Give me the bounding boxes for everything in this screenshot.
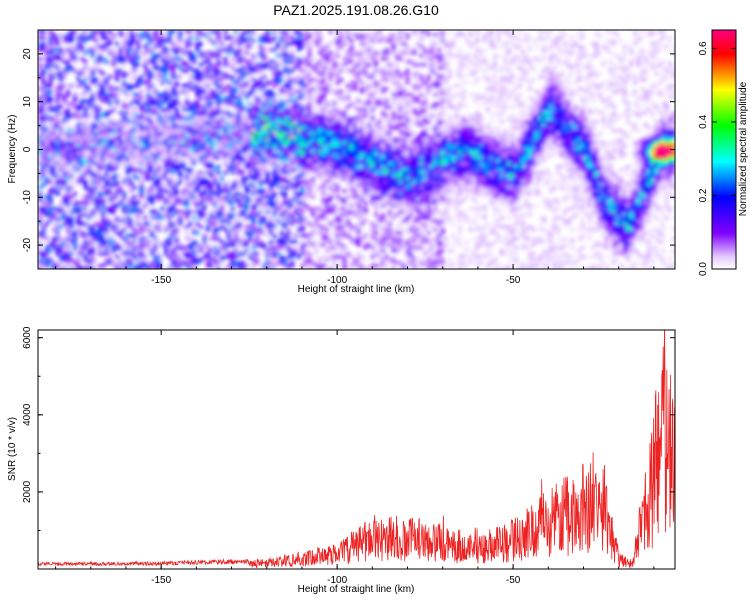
colorbar-label: Normalized spectral amplitude bbox=[738, 81, 749, 216]
colorbar-tick-label: 0.4 bbox=[698, 115, 709, 129]
x-tick-label: -50 bbox=[506, 275, 521, 286]
colorbar-tick-label: 0.2 bbox=[698, 188, 709, 202]
chart-title: PAZ1.2025.191.08.26.G10 bbox=[273, 2, 439, 18]
x-tick-label: -150 bbox=[151, 275, 171, 286]
snr-ticks: -150 -100 -50 2000 4000 6000 bbox=[22, 326, 675, 586]
y-tick-label: 2000 bbox=[22, 480, 33, 503]
snr-panel: -150 -100 -50 2000 4000 6000 Height of straig… bbox=[7, 326, 676, 595]
colorbar: 0.0 0.2 0.4 0.6 Normalized spectral amplitu… bbox=[698, 29, 749, 276]
x-tick-label: -100 bbox=[327, 575, 347, 586]
colorbar-ticks: 0.0 0.2 0.4 0.6 bbox=[698, 41, 736, 276]
y-tick-label: 10 bbox=[22, 96, 33, 108]
spectrogram-y-axis-label: Frequency (Hz) bbox=[7, 115, 18, 184]
snr-x-axis-label: Height of straight line (km) bbox=[298, 584, 415, 595]
colorbar-tick-label: 0.6 bbox=[698, 41, 709, 55]
x-tick-label: -50 bbox=[506, 575, 521, 586]
spectrogram-x-axis-label: Height of straight line (km) bbox=[298, 284, 415, 295]
spectrogram-heatmap bbox=[38, 30, 675, 269]
snr-series-line bbox=[38, 330, 675, 569]
y-tick-label: -10 bbox=[22, 190, 33, 205]
spectrogram-cells bbox=[38, 30, 675, 269]
snr-frame bbox=[37, 329, 676, 570]
y-tick-label: 20 bbox=[22, 48, 33, 60]
y-tick-label: -20 bbox=[22, 237, 33, 252]
x-tick-label: -150 bbox=[151, 575, 171, 586]
colorbar-tick-label: 0.0 bbox=[698, 262, 709, 276]
x-tick-label: -100 bbox=[327, 275, 347, 286]
y-tick-label: 6000 bbox=[22, 326, 33, 349]
y-tick-label: 4000 bbox=[22, 403, 33, 426]
y-tick-label: 0 bbox=[22, 146, 33, 152]
snr-y-axis-label: SNR (10 * v/v) bbox=[7, 417, 18, 481]
colorbar-gradient bbox=[711, 29, 737, 270]
